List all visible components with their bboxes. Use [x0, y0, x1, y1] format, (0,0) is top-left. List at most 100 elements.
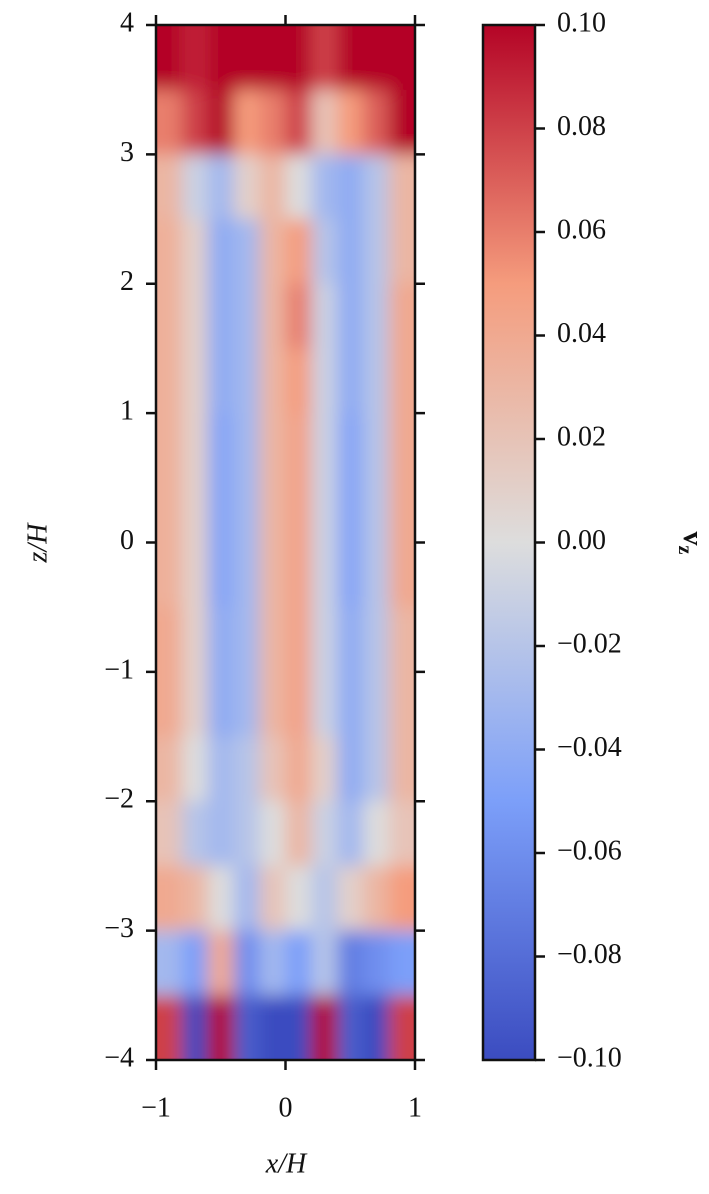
cell: [311, 607, 338, 673]
cell: [233, 89, 261, 155]
cell: [259, 89, 286, 155]
cell: [311, 930, 338, 996]
cell: [233, 736, 261, 802]
cell: [337, 736, 364, 802]
x-tick-label: 0: [279, 1092, 293, 1123]
cell: [337, 671, 364, 738]
cell: [337, 25, 364, 91]
cell: [233, 477, 261, 543]
x-axis-label: x/H: [265, 1148, 308, 1179]
cell: [311, 477, 338, 543]
cell: [259, 348, 286, 414]
cell: [156, 413, 183, 479]
cell: [156, 477, 183, 543]
cell: [181, 283, 209, 349]
y-tick-label: 2: [120, 266, 134, 297]
colorbar-tick-label: 0.06: [557, 214, 606, 245]
cell: [233, 154, 261, 220]
cell: [285, 607, 312, 673]
cell: [337, 219, 364, 285]
cell: [233, 542, 261, 608]
cell: [207, 865, 235, 932]
cell: [285, 736, 312, 802]
colorbar: [483, 25, 535, 1060]
cell: [337, 283, 364, 349]
cell: [233, 671, 261, 738]
cell: [207, 348, 235, 414]
cell: [259, 25, 286, 91]
cell: [233, 413, 261, 479]
cell: [363, 865, 390, 932]
cell: [337, 413, 364, 479]
cell: [389, 413, 415, 479]
colorbar-tick-label: 0.02: [557, 421, 606, 452]
cell: [389, 25, 415, 91]
cell: [285, 671, 312, 738]
cell: [233, 995, 261, 1060]
cell: [311, 736, 338, 802]
cell: [311, 865, 338, 932]
cell: [363, 283, 390, 349]
cell: [337, 348, 364, 414]
y-tick-label: 4: [120, 7, 134, 38]
colorbar-tick-label: −0.08: [557, 939, 622, 970]
cell: [233, 348, 261, 414]
cell: [156, 154, 183, 220]
cell: [311, 542, 338, 608]
x-tick-label: −1: [141, 1092, 171, 1123]
cell: [285, 348, 312, 414]
cell: [285, 25, 312, 91]
colorbar-label-subscript: z: [674, 546, 696, 555]
cell: [311, 283, 338, 349]
cell: [207, 801, 235, 867]
cell: [259, 736, 286, 802]
cell: [233, 219, 261, 285]
cell: [337, 995, 364, 1060]
cell: [156, 89, 183, 155]
cell: [363, 25, 390, 91]
cell: [363, 930, 390, 996]
cell: [207, 154, 235, 220]
cell: [207, 283, 235, 349]
cell: [156, 736, 183, 802]
cell: [363, 736, 390, 802]
cell: [259, 607, 286, 673]
cell: [389, 607, 415, 673]
cell: [181, 607, 209, 673]
cell: [233, 930, 261, 996]
cell: [285, 413, 312, 479]
y-tick-label: 1: [120, 396, 134, 427]
cell: [156, 801, 183, 867]
cell: [181, 865, 209, 932]
y-tick-label: −1: [104, 654, 134, 685]
cell: [311, 219, 338, 285]
cell: [311, 671, 338, 738]
cell: [233, 25, 261, 91]
cell: [363, 542, 390, 608]
cell: [181, 25, 209, 91]
cell: [285, 995, 312, 1060]
cell: [207, 219, 235, 285]
cell: [181, 89, 209, 155]
cell: [285, 801, 312, 867]
colorbar-label-symbol: v: [677, 532, 708, 546]
cell: [389, 283, 415, 349]
cell: [207, 607, 235, 673]
cell: [363, 219, 390, 285]
cell: [285, 865, 312, 932]
cell: [156, 219, 183, 285]
colorbar-tick-label: −0.02: [557, 628, 622, 659]
cell: [285, 154, 312, 220]
colorbar-tick-label: 0.04: [557, 318, 606, 349]
cell: [156, 930, 183, 996]
cell: [363, 154, 390, 220]
cell: [207, 930, 235, 996]
cell: [259, 542, 286, 608]
colorbar-tick-label: 0.00: [557, 525, 606, 556]
cell: [207, 671, 235, 738]
x-tick-label: 1: [408, 1092, 422, 1123]
cell: [181, 995, 209, 1060]
cell: [233, 283, 261, 349]
cell: [311, 154, 338, 220]
cell: [389, 89, 415, 155]
